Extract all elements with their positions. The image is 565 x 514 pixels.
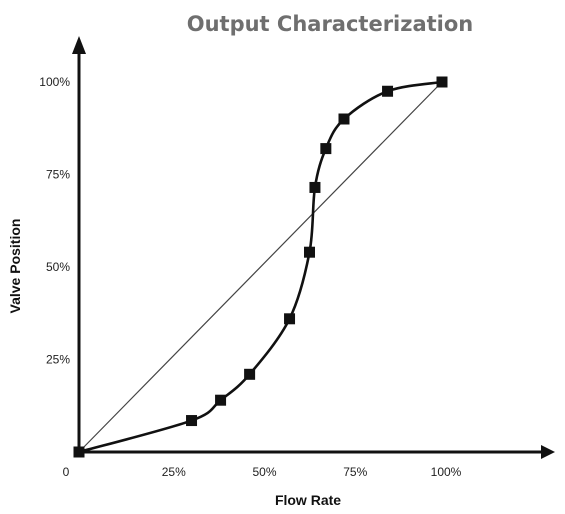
- x-tick-label: 0: [63, 465, 70, 479]
- data-point-marker: [186, 415, 198, 427]
- data-point-marker: [284, 313, 296, 325]
- x-tick-label: 75%: [343, 465, 367, 479]
- data-point-marker: [304, 246, 316, 258]
- x-tick-label: 25%: [162, 465, 186, 479]
- data-point-marker: [382, 85, 394, 97]
- data-point-marker: [309, 181, 321, 193]
- marker-layer: [73, 76, 448, 458]
- x-tick-label: 100%: [431, 465, 462, 479]
- y-tick-label: 100%: [39, 75, 70, 89]
- data-point-marker: [338, 113, 350, 125]
- axes: [72, 36, 555, 459]
- y-tick-label: 25%: [46, 353, 70, 367]
- x-axis-arrow: [541, 445, 555, 459]
- y-tick-label: 50%: [46, 260, 70, 274]
- tick-labels: 0 25% 50% 75% 100% 25% 50% 75% 100%: [39, 75, 461, 479]
- data-point-marker: [320, 143, 332, 155]
- y-tick-label: 75%: [46, 168, 70, 182]
- series-layer: [77, 80, 444, 454]
- x-axis-label: Flow Rate: [275, 492, 341, 508]
- y-axis-label: Valve Position: [7, 219, 23, 314]
- x-tick-label: 50%: [252, 465, 276, 479]
- data-point-marker: [215, 394, 227, 406]
- reference-line: [78, 81, 443, 453]
- reference-line-layer: [78, 81, 443, 453]
- data-point-marker: [73, 446, 85, 458]
- y-axis-arrow: [72, 36, 86, 54]
- data-point-marker: [436, 76, 448, 88]
- series-curve: [77, 80, 444, 454]
- chart-title: Output Characterization: [187, 12, 474, 36]
- data-point-marker: [244, 368, 256, 380]
